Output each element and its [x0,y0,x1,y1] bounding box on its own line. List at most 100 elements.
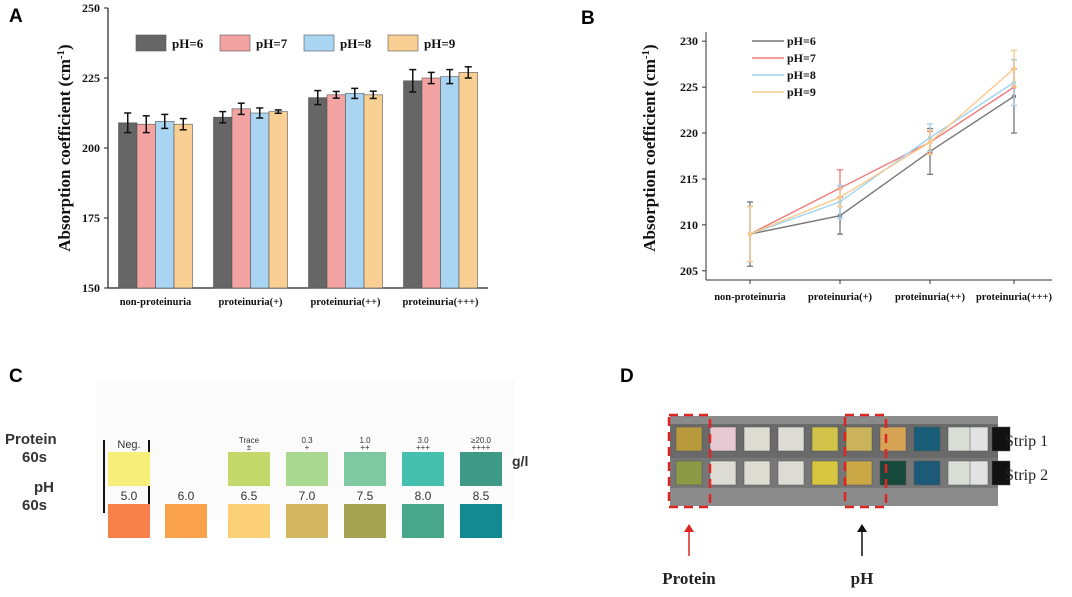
panel-c-protein-value: Trace [239,436,260,445]
panel-d-ph-label: pH [851,569,874,588]
panel-d-strip-pad [969,426,989,452]
chart-b-legend-label: pH=8 [787,68,816,82]
panel-d-strip-pad [777,460,805,486]
panel-d-strip-pad [811,426,839,452]
chart-b-y-tick-label: 220 [680,126,698,140]
panel-letter-b: B [581,8,595,29]
panel-d-strip-pad [845,426,873,452]
panel-c-protein-value: ≥20.0 [471,436,492,445]
panel-c-protein-pad [286,452,328,486]
panel-c-protein-pad [402,452,444,486]
panel-d-strip-pad [709,426,737,452]
panel-d-strip-pad [743,426,771,452]
chart-a-legend-swatch [219,34,251,52]
chart-b-x-tick-label: proteinuria(++) [895,292,966,303]
chart-b-series-line [749,95,1015,235]
panel-c-protein-value: 0.3 [301,436,313,445]
panel-c-ph-value: 7.5 [357,489,374,503]
panel-c-ph-value: 7.0 [299,489,316,503]
chart-a-y-tick-label: 175 [82,211,100,225]
chart-a-legend-swatch [387,34,419,52]
panel-d-strip-pad [991,426,1011,452]
panel-d-strip-pad [947,460,975,486]
panel-d-strip-pad [777,426,805,452]
chart-b-point [747,231,753,237]
panel-d-ph-arrow-head [857,524,867,532]
panel-d-strip-pad [913,426,941,452]
panel-d-strip-pad [743,460,771,486]
panel-d-ph-highlight-box [843,413,888,509]
chart-a-y-tick-label: 250 [82,1,100,15]
chart-a-legend-swatch [135,34,167,52]
panel-c-protein-label: Protein [5,431,57,448]
panel-c-ph-label: pH [34,479,54,496]
panel-d-protein-highlight-box [667,413,712,509]
panel-c-protein-value: 1.0 [359,436,371,445]
panel-d-strip-pad [969,460,989,486]
chart-b-x-tick-label: proteinuria(+++) [976,292,1053,303]
panel-c-protein-sign: +++ [416,443,430,452]
panel-d-protein-arrow-head [684,524,694,532]
panel-letter-c: C [9,366,23,387]
chart-a-x-tick-label: proteinuria(++) [310,297,381,308]
panel-d-strip-pad [845,460,873,486]
chart-a-legend-label: pH=8 [340,36,372,51]
chart-b-legend-label: pH=6 [787,34,816,48]
panel-c-ph-pad [286,504,328,538]
chart-b-y-tick-label: 210 [680,218,698,232]
panel-c-ph-pad [402,504,444,538]
panel-c-protein-sign: ++++ [472,443,491,452]
chart-a-x-tick-label: proteinuria(+++) [402,297,479,308]
panel-c-protein-sign: ± [247,443,252,452]
panel-c-protein-pad [344,452,386,486]
chart-b-point [837,195,843,200]
panel-d-protein-label: Protein [662,569,716,588]
panel-c-protein-pad [108,452,150,486]
panel-c-ph-pad [108,504,150,538]
chart-a-x-tick-label: non-proteinuria [120,297,192,308]
chart-b-y-tick-label: 215 [680,172,698,186]
panel-c-ph-value: 8.5 [473,489,490,503]
panel-c-ph-pad [344,504,386,538]
chart-a-legend-swatch [303,34,335,52]
panel-c-protein-pad [460,452,502,486]
chart-b-legend-label: pH=9 [787,85,816,99]
chart-a-y-tick-label: 200 [82,141,100,155]
panel-c-protein-sign: + [305,443,310,452]
panel-c-protein-sign: ++ [360,443,370,452]
chart-a-x-tick-label: proteinuria(+) [218,297,283,308]
panel-c-ph-value: 8.0 [415,489,432,503]
chart-a-legend-label: pH=6 [172,36,204,51]
panel-letter-a: A [9,6,23,27]
chart-a-y-title: Absorption coefficient (cm-1) [55,44,74,251]
chart-b-legend-label: pH=7 [787,51,816,65]
chart-b-series-line [749,86,1015,235]
panel-c-protein-pad [228,452,270,486]
chart-b-y-title: Absorption coefficient (cm-1) [640,44,659,251]
panel-d-strip-pad [879,460,907,486]
chart-b-series-line [749,68,1015,235]
panel-c-ph-value: 6.5 [241,489,258,503]
panel-c-protein-value: 3.0 [417,436,429,445]
panel-c-ph-value: 6.0 [178,489,195,503]
panel-d-strip-2-label: Strip 2 [1005,467,1048,484]
panel-c-ph-pad [228,504,270,538]
panel-d-strip-pad [947,426,975,452]
panel-c-background [96,380,515,520]
chart-b-y-tick-label: 230 [680,34,698,48]
chart-a-y-tick-label: 150 [82,281,100,295]
chart-b-y-tick-label: 225 [680,80,698,94]
panel-d-strip-pad [913,460,941,486]
panel-c-unit: g/l [512,453,528,469]
chart-b-x-tick-label: non-proteinuria [714,292,786,303]
chart-b-point [927,140,933,145]
chart-b-point [1011,66,1017,71]
chart-a-y-tick-label: 225 [82,71,100,85]
panel-d-strip-pad [811,460,839,486]
panel-c-ph-value: 5.0 [121,489,138,503]
panel-d-strip-pad [879,426,907,452]
panel-c-ph-pad [460,504,502,538]
